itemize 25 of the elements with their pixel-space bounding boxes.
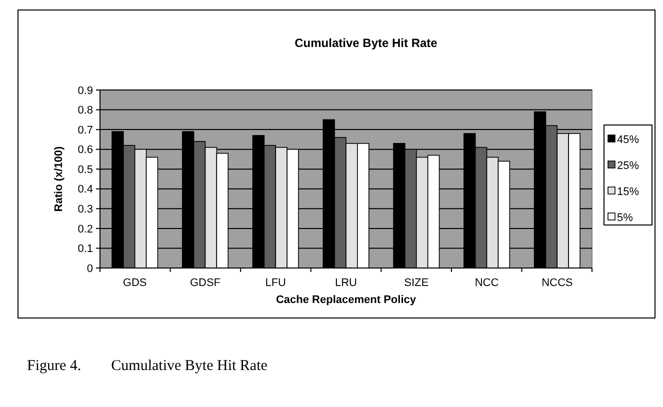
y-axis-title: Ratio (x/100) [53,146,65,212]
x-tick-label: SIZE [404,277,429,289]
y-tick-label: 0.5 [78,164,93,176]
caption: Figure 4. Cumulative Byte Hit Rate [27,358,268,374]
x-tick-label: NCCS [542,277,573,289]
x-tick-label: GDSF [190,277,221,289]
x-tick-label: LFU [265,277,286,289]
y-tick-label: 0.2 [78,223,93,236]
x-tick-label: GDS [122,277,147,289]
chart-title: Cumulative Byte Hit Rate [294,36,438,50]
y-tick-label: 0.3 [78,204,93,216]
y-tick-label: 0 [86,262,93,275]
y-tick-label: 0.7 [78,124,93,136]
legend-label: 15% [617,186,640,198]
y-tick-label: 0.4 [78,184,93,196]
legend-label: 5% [617,212,634,224]
x-tick-label: NCC [474,277,499,289]
y-tick-label: 0.8 [78,104,93,117]
x-axis-title: Cache Replacement Policy [276,294,417,306]
y-tick-label: 0.1 [78,243,93,256]
legend-label: 45% [617,134,640,146]
y-tick-label: 0.9 [78,84,93,97]
y-tick-label: 0.6 [78,144,93,156]
legend-label: 25% [617,160,640,172]
x-tick-label: LRU [334,277,358,289]
